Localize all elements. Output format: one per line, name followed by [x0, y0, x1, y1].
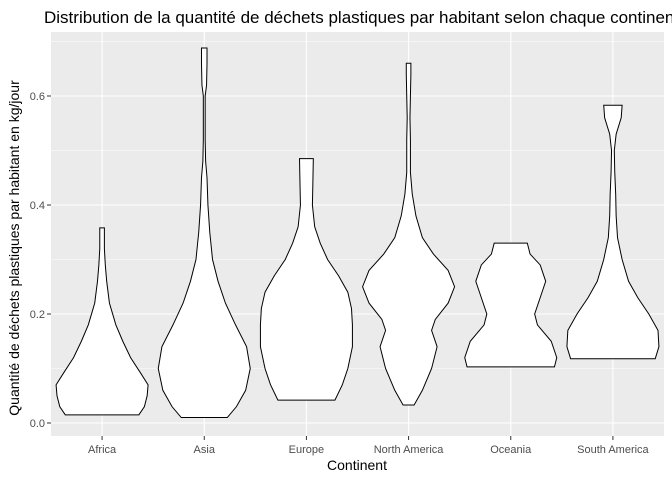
y-axis-title: Quantité de déchets plastiques par habit…	[6, 80, 22, 416]
violin-africa	[55, 227, 149, 416]
x-tick-label: North America	[374, 444, 445, 456]
violin-north-america	[362, 62, 456, 406]
plot-panel	[51, 32, 664, 436]
violin-south-america	[566, 104, 660, 360]
chart-title: Distribution de la quantité de déchets p…	[44, 8, 672, 27]
violin-oceania	[464, 242, 558, 368]
y-tick-label: 0.6	[30, 91, 45, 103]
y-tick-label: 0.4	[30, 200, 45, 212]
x-tick-label: South America	[577, 444, 649, 456]
x-axis-title: Continent	[327, 457, 387, 473]
x-tick-label: Africa	[88, 444, 117, 456]
y-axis: 0.0 0.2 0.4 0.6	[30, 91, 51, 430]
violins	[55, 47, 660, 419]
y-tick-label: 0.0	[30, 418, 45, 430]
x-tick-label: Europe	[289, 444, 324, 456]
violin-asia	[157, 47, 251, 419]
y-tick-label: 0.2	[30, 309, 45, 321]
x-axis: Africa Asia Europe North America Oceania Sout…	[88, 436, 650, 456]
x-tick-label: Asia	[194, 444, 216, 456]
x-tick-label: Oceania	[490, 444, 532, 456]
violin-europe	[259, 158, 353, 401]
